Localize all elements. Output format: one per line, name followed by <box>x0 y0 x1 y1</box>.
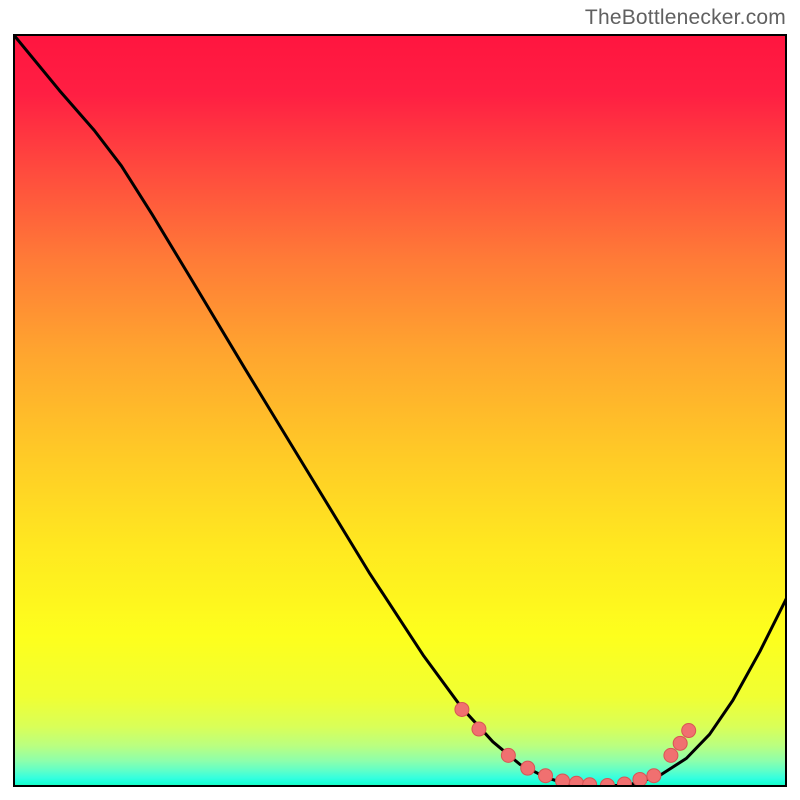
watermark-text: TheBottlenecker.com <box>585 6 786 30</box>
chart-area <box>13 34 787 787</box>
chart-gradient-background <box>13 34 787 787</box>
